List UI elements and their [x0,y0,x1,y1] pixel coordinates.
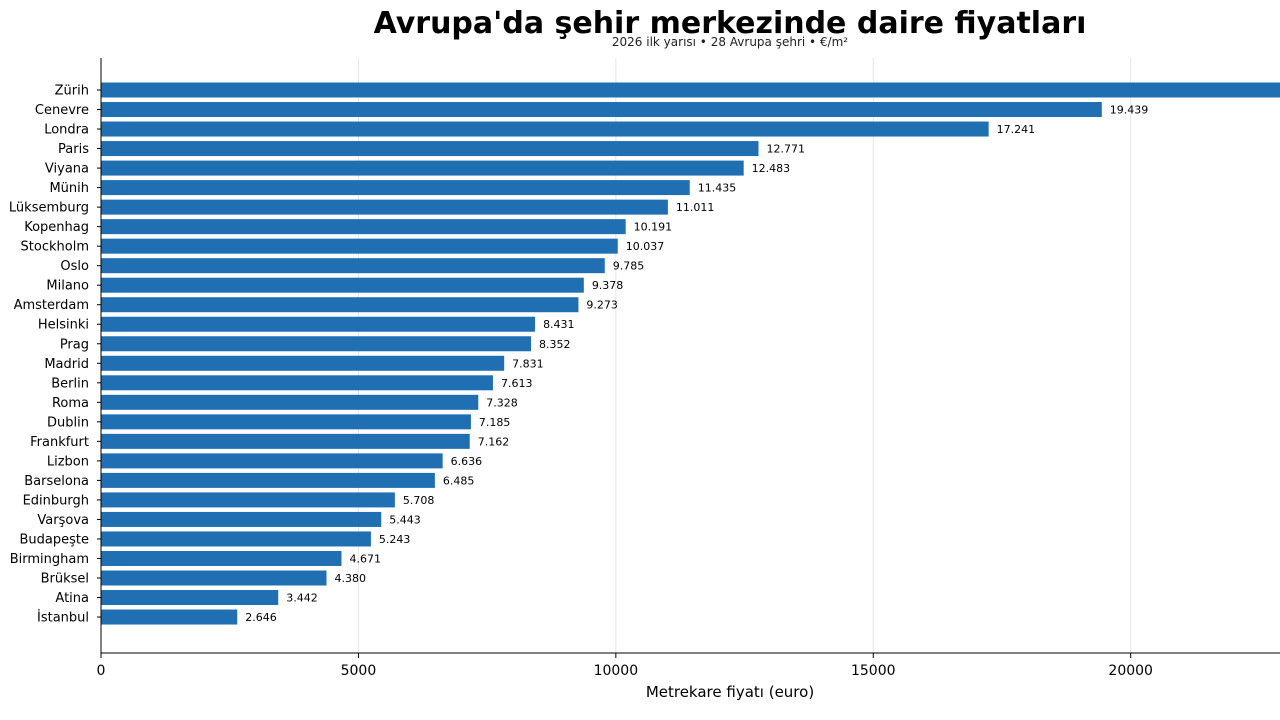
category-label: Lizbon [47,454,89,469]
value-label: 12.483 [752,162,791,175]
category-label: Dublin [47,415,89,430]
grid-lines [357,58,1132,653]
value-label: 11.011 [676,201,715,214]
bar [101,180,690,196]
chart-title: Avrupa'da şehir merkezinde daire fiyatla… [373,6,1087,41]
x-tick-label: 15000 [851,663,896,679]
x-tick-label: 10000 [594,663,639,679]
value-label: 17.241 [997,123,1035,136]
bar [101,433,470,449]
category-label: Atina [55,591,89,606]
category-label: Roma [52,396,89,411]
category-label: Amsterdam [14,298,89,313]
value-label: 5.708 [403,494,435,507]
value-label: 3.442 [286,592,318,605]
bar [101,297,579,313]
category-label: Lüksemburg [9,201,89,216]
x-axis-title: Metrekare fiyatı (euro) [646,683,814,701]
category-label: Brüksel [41,572,89,587]
category-label: Helsinki [38,318,89,333]
value-label: 7.328 [486,396,518,409]
value-label: 11.435 [698,182,737,195]
bar [101,160,744,176]
x-tick-label: 5000 [341,663,377,679]
bar [101,141,759,157]
value-label: 7.831 [512,357,544,370]
value-label: 4.380 [335,572,367,585]
bar [101,258,605,274]
bar [101,511,382,527]
category-label: Oslo [60,259,89,274]
value-label: 7.185 [479,416,511,429]
bar [101,82,1280,98]
bar [101,394,479,410]
bar [101,453,443,469]
category-label: Zürih [55,84,89,99]
x-tick-label: 0 [97,663,106,679]
category-label: Prag [60,337,89,352]
category-label: Frankfurt [30,435,89,450]
bar [101,570,327,586]
bar [101,531,371,547]
value-label: 8.352 [539,338,571,351]
bar [101,355,505,371]
category-label: Paris [58,142,89,157]
value-label: 6.636 [451,455,483,468]
bar [101,550,342,566]
value-label: 9.785 [613,260,645,273]
value-label: 10.191 [634,221,673,234]
value-label: 9.378 [592,279,624,292]
category-label: Cenevre [35,103,89,118]
category-label: Birmingham [10,552,89,567]
bar [101,121,989,137]
category-label: Barselona [24,474,89,489]
category-label: İstanbul [37,610,89,626]
value-label: 10.037 [626,240,665,253]
bar [101,219,626,235]
category-label: Kopenhag [24,220,89,235]
value-label: 12.771 [767,143,806,156]
bar [101,277,584,293]
value-label: 9.273 [586,299,618,312]
chart-subtitle: 2026 ilk yarısı • 28 Avrupa şehri • €/m² [611,35,849,49]
category-label: Edinburgh [23,493,89,508]
value-label: 5.443 [389,513,421,526]
category-label: Berlin [51,376,89,391]
value-label: 5.243 [379,533,411,546]
bar [101,472,435,488]
value-label: 19.439 [1110,104,1149,117]
bar [101,590,279,606]
category-label: Varşova [37,513,89,528]
bar [101,336,532,352]
category-label: Budapeşte [20,532,90,547]
labels: 0 5000 10000 15000 20000 Zürih Cenevre 19.439 Lo… [9,84,1153,680]
value-label: 8.431 [543,318,575,331]
value-label: 7.162 [478,435,510,448]
value-label: 7.613 [501,377,532,390]
category-label: Münih [49,181,89,196]
x-tick-label: 20000 [1108,663,1153,679]
value-label: 2.646 [245,611,277,624]
bar [101,102,1102,118]
bar [101,375,493,391]
bars [101,82,1280,625]
value-label: 4.671 [349,552,381,565]
bar [101,414,471,430]
value-label: 6.485 [443,474,475,487]
bar [101,492,395,508]
bar [101,609,238,625]
category-label: Londra [44,123,89,138]
category-label: Stockholm [21,240,89,255]
bar [101,316,536,332]
category-label: Madrid [44,357,89,372]
category-label: Viyana [45,162,89,177]
bar [101,199,668,215]
bar [101,238,618,254]
category-label: Milano [46,279,89,294]
